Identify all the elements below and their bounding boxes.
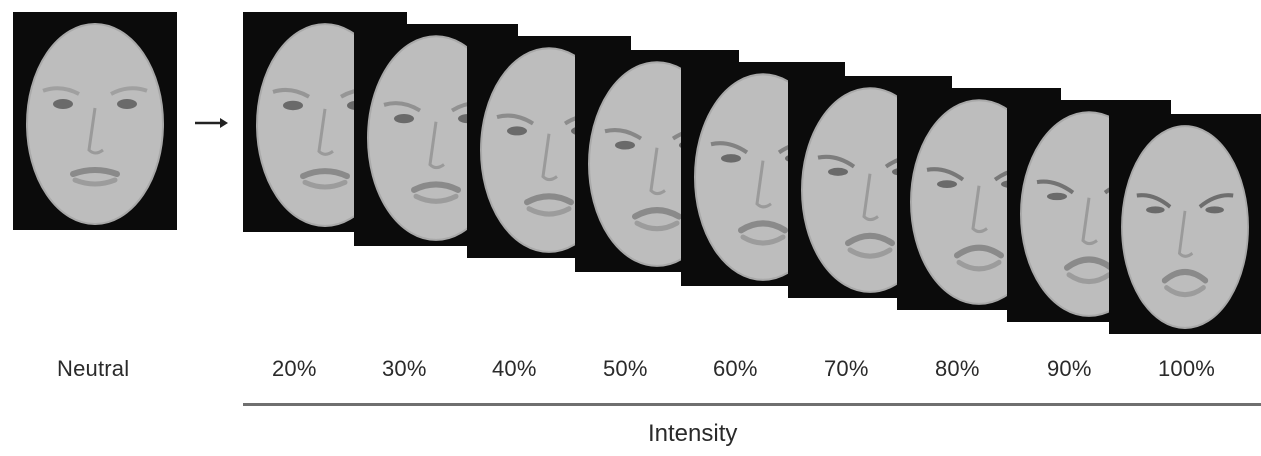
intensity-label: 70% xyxy=(824,356,869,381)
neutral-label: Neutral xyxy=(57,356,130,381)
intensity-label: 40% xyxy=(492,356,537,381)
intensity-axis-line xyxy=(243,403,1261,406)
intensity-label: 30% xyxy=(382,356,427,381)
arrow-icon xyxy=(195,118,228,128)
neutral-face-drawing xyxy=(26,23,164,225)
neutral-face-image xyxy=(13,12,177,230)
intensity-label: 60% xyxy=(713,356,758,381)
morph-face-image-100pct xyxy=(1109,114,1261,334)
intensity-axis-title: Intensity xyxy=(648,420,738,447)
intensity-label: 90% xyxy=(1047,356,1092,381)
intensity-label: 80% xyxy=(935,356,980,381)
intensity-label: 20% xyxy=(272,356,317,381)
intensity-label: 100% xyxy=(1158,356,1216,381)
intensity-label: 50% xyxy=(603,356,648,381)
morph-face-drawing xyxy=(1121,125,1249,329)
